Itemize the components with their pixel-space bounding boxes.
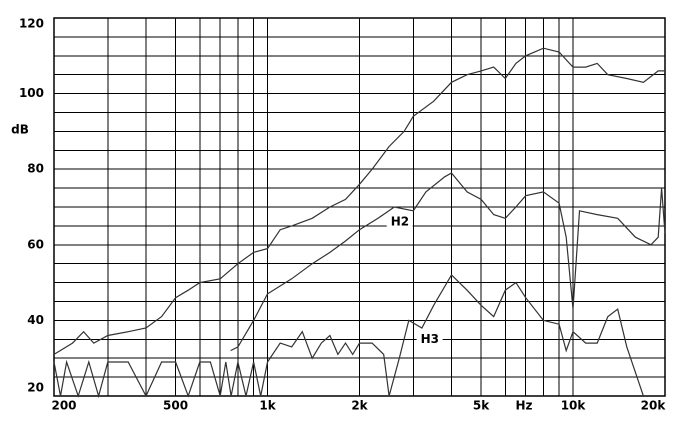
y-tick-label: 60 (27, 237, 44, 251)
series-label-bg (416, 331, 443, 348)
y-tick-label: 80 (27, 162, 44, 176)
y-axis-label: dB (11, 123, 29, 137)
x-tick-label: 2k (351, 399, 368, 413)
x-tick-label: 5k (473, 399, 490, 413)
x-tick-label: 200 (51, 399, 76, 413)
x-tick-label: 500 (163, 399, 188, 413)
x-tick-label: 20k (641, 399, 667, 413)
series-line (53, 274, 644, 399)
x-tick-label: 10k (561, 399, 587, 413)
series-line (230, 172, 666, 352)
series-label-bg (386, 214, 413, 231)
y-tick-label: 20 (27, 381, 44, 395)
y-tick-label: 120 (19, 17, 44, 31)
x-tick-label: 1k (259, 399, 276, 413)
series-label: H2 (391, 215, 409, 229)
y-tick-label: 40 (27, 313, 44, 327)
plot-frame (53, 17, 666, 397)
series-line (53, 47, 665, 355)
y-tick-label: 100 (19, 86, 44, 100)
x-unit-label: Hz (515, 399, 532, 413)
series-label: H3 (421, 332, 439, 346)
